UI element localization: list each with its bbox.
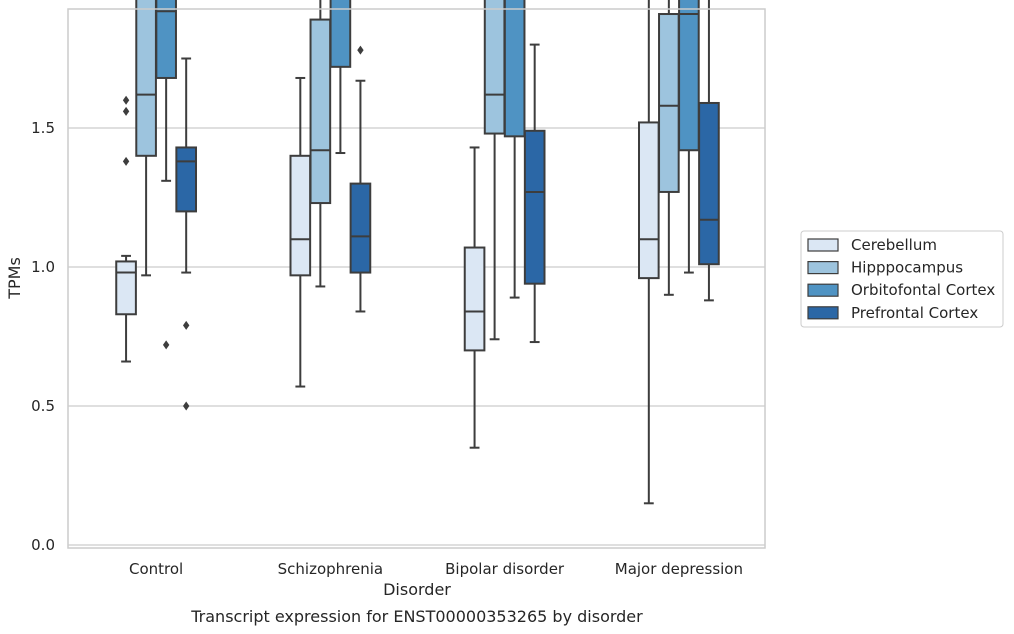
box-body — [483, 0, 506, 135]
legend-swatch — [807, 283, 839, 297]
box-cerebellum — [289, 76, 312, 388]
box-body — [329, 0, 352, 68]
legend-label: Hipppocampus — [851, 259, 963, 277]
box-body — [678, 0, 700, 152]
box-prefrontal-cortex — [349, 45, 372, 313]
box-body — [115, 260, 137, 316]
box-body — [309, 18, 332, 205]
legend-label: Prefrontal Cortex — [851, 304, 978, 322]
box-orbitofontal-cortex — [678, 0, 700, 274]
y-tick-label: 0.5 — [31, 397, 55, 415]
x-axis-title: Disorder — [383, 580, 451, 599]
y-axis-ticks: 0.00.51.01.52.02.53.03.5 — [31, 119, 55, 554]
box-body — [155, 0, 177, 79]
legend-swatch — [807, 306, 839, 320]
legend-frame — [800, 230, 1004, 328]
x-tick-label: Control — [129, 560, 183, 578]
legend-swatch — [807, 261, 839, 275]
box-prefrontal-cortex — [523, 43, 546, 344]
plot-frame — [67, 8, 766, 549]
legend-label: Cerebellum — [851, 236, 937, 254]
box-prefrontal-cortex — [698, 0, 720, 302]
box-body — [523, 129, 546, 285]
legend: Cerebellum Hipppocampus Orbitofontal Corte… — [800, 230, 1004, 328]
figure-caption: Transcript expression for ENST0000035326… — [190, 607, 643, 626]
box-body — [135, 0, 157, 157]
outlier-point — [182, 401, 190, 411]
box-orbitofontal-cortex — [503, 0, 526, 299]
legend-swatch — [807, 238, 839, 252]
box-hipppocampus — [135, 0, 157, 277]
outlier-point — [122, 156, 130, 166]
legend-label: Orbitofontal Cortex — [851, 281, 995, 299]
y-tick-label: 1.5 — [31, 119, 55, 137]
box-plot-series — [115, 0, 720, 505]
outlier-point — [122, 106, 130, 116]
x-tick-label: Bipolar disorder — [445, 560, 565, 578]
box-cerebellum — [463, 146, 486, 449]
outlier-point — [182, 320, 190, 330]
box-hipppocampus — [309, 0, 332, 288]
y-tick-label: 0.0 — [31, 536, 55, 554]
y-tick-label: 1.0 — [31, 258, 55, 276]
box-body — [503, 0, 526, 138]
box-orbitofontal-cortex — [155, 0, 177, 350]
box-prefrontal-cortex — [175, 57, 198, 411]
box-cerebellum — [637, 0, 660, 505]
box-body — [463, 246, 486, 352]
box-body — [698, 101, 720, 266]
outlier-point — [162, 340, 170, 350]
x-tick-label: Schizophrenia — [278, 560, 383, 578]
box-body — [658, 13, 680, 193]
box-body — [637, 121, 660, 280]
box-body — [289, 154, 312, 277]
x-axis-ticks: Control Schizophrenia Bipolar disorder Majo… — [129, 560, 743, 578]
x-tick-label: Major depression — [615, 560, 743, 578]
box-hipppocampus — [658, 0, 680, 296]
outlier-point — [122, 95, 130, 105]
box-cerebellum — [115, 95, 137, 363]
y-axis-title: TPMs — [5, 257, 24, 300]
box-body — [349, 182, 372, 274]
box-body — [175, 146, 198, 213]
box-hipppocampus — [483, 0, 506, 341]
box-orbitofontal-cortex — [329, 0, 352, 155]
outlier-point — [357, 45, 364, 55]
